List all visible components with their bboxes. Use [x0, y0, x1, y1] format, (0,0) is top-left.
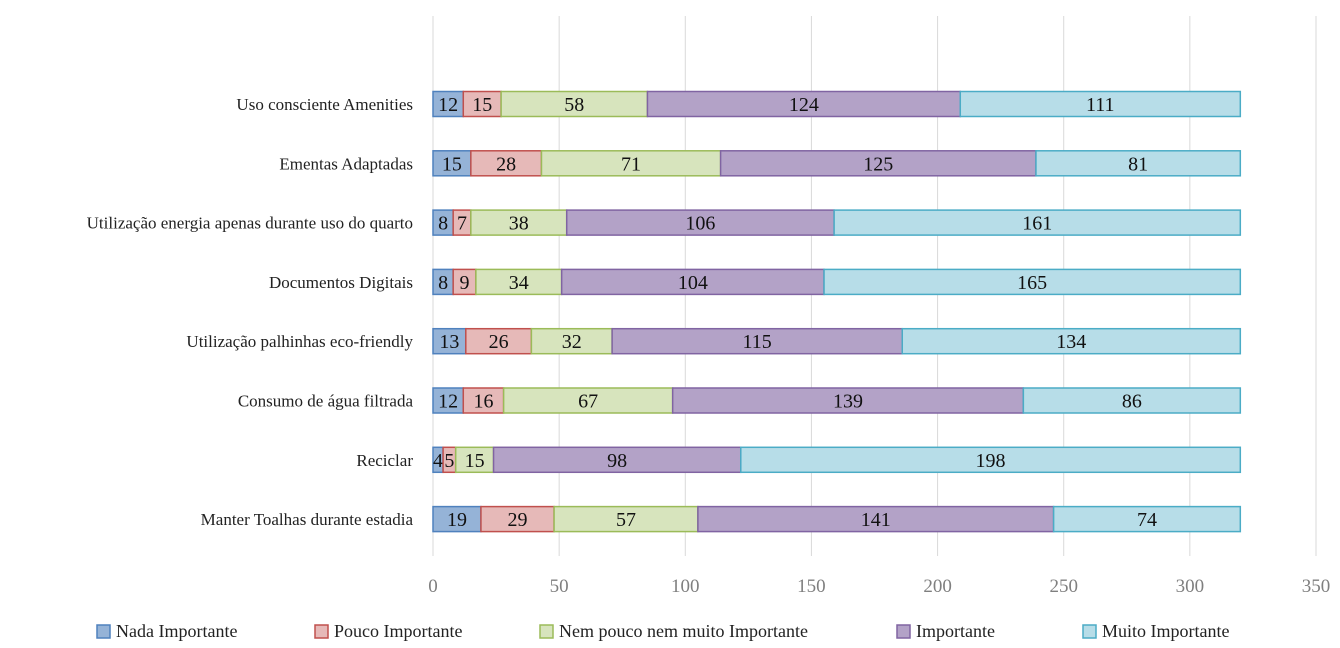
bar-segment [465, 327, 533, 355]
data-label: 12 [438, 94, 458, 116]
data-label: 12 [438, 391, 458, 413]
legend: Nada Importante Pouco Importante Nem pouco… [96, 621, 1229, 641]
data-label: 58 [564, 94, 584, 116]
data-label: 198 [976, 450, 1006, 472]
data-label: 15 [442, 153, 462, 175]
category-label: Utilização energia apenas durante uso do… [87, 214, 413, 233]
category-label: Ementas Adaptadas [279, 154, 413, 173]
legend-label: Importante [916, 621, 995, 641]
data-label: 71 [621, 153, 641, 175]
bar-segment [540, 150, 722, 177]
data-label: 86 [1122, 391, 1142, 413]
bar-segment [475, 268, 563, 296]
bar-segment [432, 90, 465, 118]
category-label: Utilização palhinhas eco-friendly [186, 332, 413, 351]
x-tick-label: 50 [550, 576, 569, 597]
bar-segment [462, 90, 502, 118]
bar-segment [833, 209, 1242, 236]
bar-segment [470, 150, 543, 177]
data-label: 134 [1056, 331, 1086, 353]
data-label: 8 [438, 213, 448, 235]
x-tick-labels: 0 50 100 150 200 250 300 350 [428, 576, 1330, 597]
bar-segment [530, 327, 613, 355]
data-label: 16 [473, 391, 493, 413]
bar-segment [565, 209, 835, 236]
category-label: Documentos Digitais [269, 273, 413, 292]
data-label: 5 [444, 450, 454, 472]
legend-label: Pouco Importante [334, 621, 462, 641]
data-label: 4 [433, 450, 443, 472]
data-label: 13 [439, 331, 459, 353]
bar-segment [901, 327, 1242, 355]
data-label: 115 [743, 331, 772, 353]
data-label: 19 [447, 509, 467, 531]
data-label: 38 [509, 213, 529, 235]
bar-segment [671, 387, 1025, 414]
legend-swatch [896, 624, 911, 639]
data-label: 106 [685, 213, 715, 235]
data-label: 104 [678, 272, 708, 294]
bar-segment [740, 446, 1242, 474]
bar-segment [432, 150, 472, 177]
bar-segment [959, 90, 1242, 118]
bar-segment [553, 505, 699, 533]
bar-segment [432, 505, 482, 533]
x-tick-label: 300 [1176, 576, 1205, 597]
legend-swatch [96, 624, 111, 639]
x-tick-label: 150 [797, 576, 826, 597]
data-label: 15 [465, 450, 485, 472]
legend-label: Nem pouco nem muito Importante [559, 621, 808, 641]
data-label: 26 [489, 331, 509, 353]
data-label: 8 [438, 272, 448, 294]
data-label: 32 [562, 331, 582, 353]
bar-segment [719, 150, 1037, 177]
category-label: Uso consciente Amenities [236, 95, 413, 114]
data-label: 111 [1086, 94, 1115, 116]
bar-segment [1022, 387, 1242, 414]
data-label: 34 [509, 272, 529, 294]
data-label: 124 [789, 94, 819, 116]
data-label: 81 [1128, 153, 1148, 175]
data-label: 7 [457, 213, 467, 235]
data-label: 67 [578, 391, 598, 413]
category-label: Consumo de água filtrada [238, 392, 414, 411]
data-label: 165 [1017, 272, 1047, 294]
bar-segment [432, 327, 467, 355]
bar-segment [470, 209, 568, 236]
data-label: 57 [616, 509, 636, 531]
category-label: Manter Toalhas durante estadia [201, 510, 414, 529]
legend-swatch [539, 624, 554, 639]
legend-swatch [1082, 624, 1097, 639]
bar-segment [611, 327, 904, 355]
x-tick-label: 100 [671, 576, 700, 597]
bar-segment [1052, 505, 1242, 533]
data-label: 74 [1137, 509, 1157, 531]
legend-swatch [314, 624, 329, 639]
data-label: 139 [833, 391, 863, 413]
data-label: 9 [460, 272, 470, 294]
x-tick-label: 200 [923, 576, 952, 597]
bar-segment [432, 387, 465, 414]
bar-segment [823, 268, 1242, 296]
x-tick-label: 350 [1302, 576, 1331, 597]
legend-label: Nada Importante [116, 621, 237, 641]
data-label: 161 [1022, 213, 1052, 235]
x-tick-label: 0 [428, 576, 438, 597]
data-label: 141 [861, 509, 891, 531]
legend-label: Muito Importante [1102, 621, 1229, 641]
data-label: 125 [863, 153, 893, 175]
category-label: Reciclar [356, 451, 413, 470]
bar-segment [1035, 150, 1242, 177]
data-label: 98 [607, 450, 627, 472]
x-tick-label: 250 [1049, 576, 1078, 597]
bar-segment [462, 387, 505, 414]
bar-segment [492, 446, 742, 474]
data-label: 28 [496, 153, 516, 175]
data-label: 15 [472, 94, 492, 116]
data-label: 29 [508, 509, 528, 531]
